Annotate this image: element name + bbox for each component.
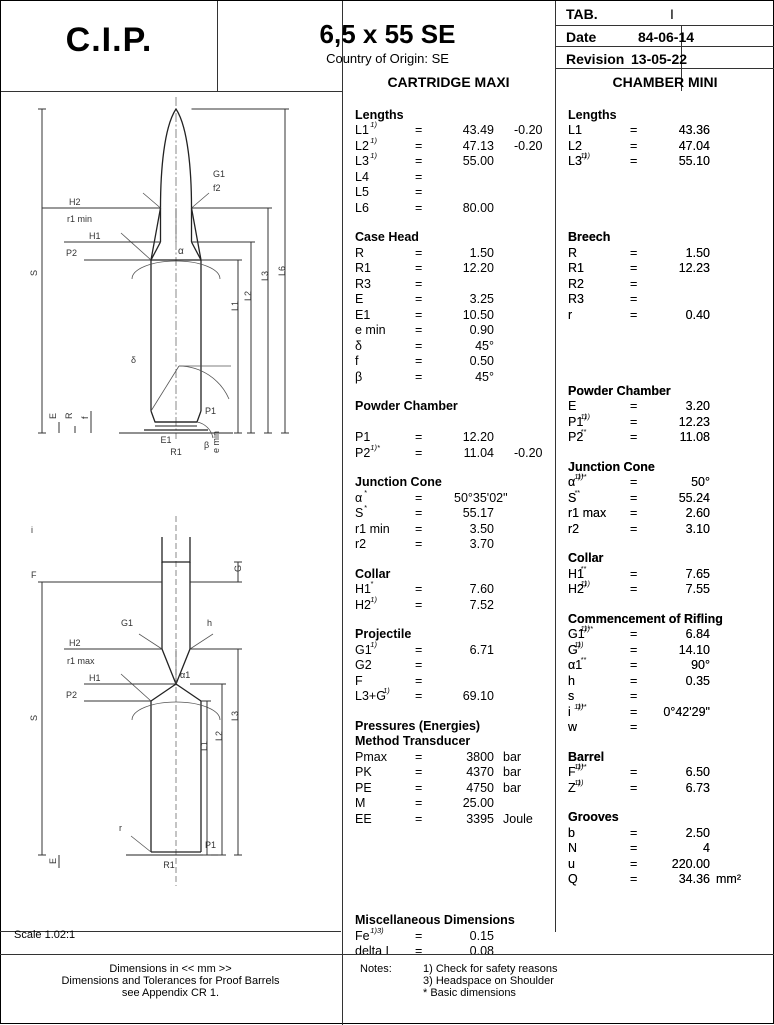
svg-text:H1: H1 (89, 673, 101, 683)
svg-text:f: f (80, 416, 90, 419)
svg-text:h: h (207, 618, 212, 628)
svg-text:δ: δ (131, 355, 136, 365)
svg-text:β: β (204, 440, 209, 450)
svg-text:G1: G1 (213, 169, 225, 179)
svg-text:r1 max: r1 max (67, 656, 95, 666)
svg-text:α1: α1 (180, 670, 190, 680)
svg-text:R1: R1 (170, 447, 182, 457)
svg-text:H2: H2 (69, 638, 81, 648)
svg-text:E1: E1 (160, 435, 171, 445)
svg-text:r: r (119, 823, 122, 833)
svg-text:r1 min: r1 min (67, 214, 92, 224)
svg-text:L6: L6 (277, 266, 287, 276)
svg-text:P2: P2 (66, 690, 77, 700)
svg-text:P1: P1 (205, 840, 216, 850)
svg-text:L3: L3 (260, 271, 270, 281)
svg-text:i: i (31, 525, 33, 535)
svg-text:E: E (48, 413, 58, 419)
svg-text:L2: L2 (214, 731, 224, 741)
svg-text:L1: L1 (199, 741, 209, 751)
svg-text:H1: H1 (89, 231, 101, 241)
svg-text:S: S (29, 715, 39, 721)
svg-text:L1: L1 (230, 301, 240, 311)
svg-text:R1: R1 (163, 860, 175, 870)
svg-text:f2: f2 (213, 183, 221, 193)
svg-text:G1: G1 (121, 618, 133, 628)
svg-text:P2: P2 (66, 248, 77, 258)
svg-text:e min: e min (211, 431, 221, 453)
svg-text:H2: H2 (69, 197, 81, 207)
svg-text:L2: L2 (243, 291, 253, 301)
svg-text:E: E (48, 858, 58, 864)
svg-text:S: S (29, 270, 39, 276)
svg-text:α: α (178, 246, 184, 257)
svg-text:F: F (31, 570, 37, 580)
svg-text:L3: L3 (230, 711, 240, 721)
svg-text:G: G (233, 565, 243, 572)
svg-text:P1: P1 (205, 406, 216, 416)
svg-text:R: R (64, 412, 74, 419)
